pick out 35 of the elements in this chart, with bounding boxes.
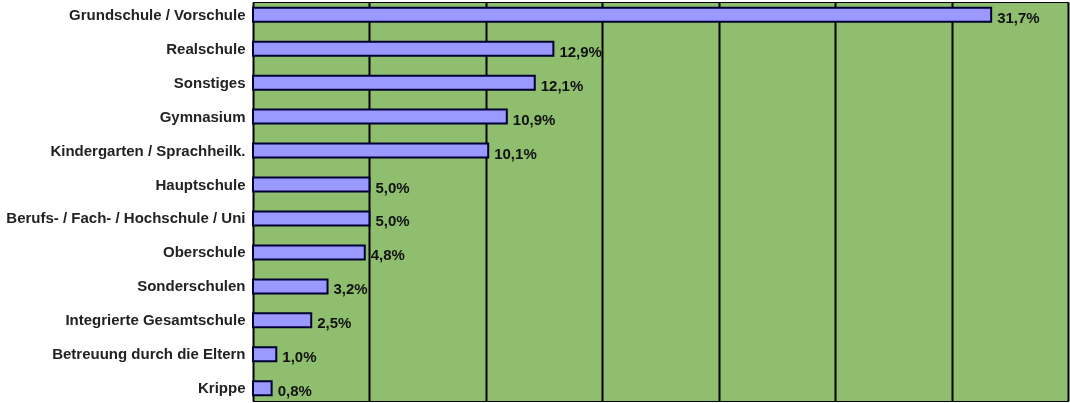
y-tick-label: Realschule: [166, 39, 246, 57]
y-tick-label: Sonstiges: [173, 73, 246, 91]
y-tick-label: Integrierte Gesamtschule: [65, 311, 246, 329]
y-tick-label: Berufs- / Fach- / Hochschule / Uni: [6, 209, 246, 227]
bar: [252, 6, 993, 23]
data-label: 10,1%: [494, 144, 537, 162]
data-label: 10,9%: [512, 110, 556, 128]
y-tick-label: Oberschule: [162, 243, 246, 261]
data-label: 12,1%: [540, 76, 584, 94]
data-label: 2,5%: [317, 314, 352, 332]
data-label: 5,0%: [375, 212, 410, 230]
data-label: 4,8%: [370, 246, 405, 264]
data-label: 1,0%: [282, 348, 317, 366]
bar: [252, 380, 273, 397]
y-tick-label: Betreuung durch die Eltern: [52, 345, 246, 363]
y-tick-label: Hauptschule: [155, 175, 246, 193]
bar: [252, 142, 490, 159]
bar: [252, 278, 329, 295]
bar: [252, 312, 313, 329]
bar: [252, 108, 508, 125]
y-tick-label: Krippe: [197, 379, 246, 397]
data-label: 31,7%: [997, 8, 1040, 26]
bar: [252, 176, 371, 193]
data-label: 5,0%: [375, 178, 410, 196]
y-tick-label: Grundschule / Vorschule: [69, 5, 246, 23]
y-tick-label: Kindergarten / Sprachheilk.: [50, 141, 246, 159]
data-label: 0,8%: [277, 382, 312, 400]
bar: [252, 210, 371, 227]
data-label: 3,2%: [333, 280, 368, 298]
bar: [252, 40, 555, 57]
bar: [252, 346, 278, 363]
bar: [252, 74, 536, 91]
y-tick-label: Gymnasium: [159, 107, 246, 125]
bar: [252, 244, 366, 261]
y-tick-label: Sonderschulen: [137, 277, 246, 295]
